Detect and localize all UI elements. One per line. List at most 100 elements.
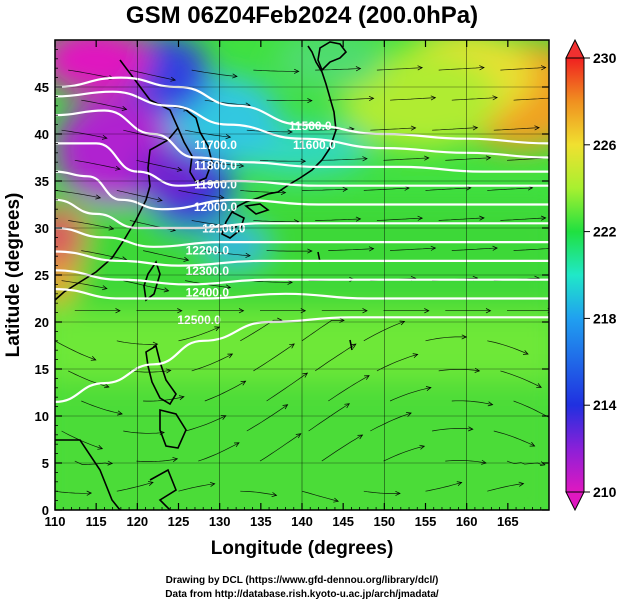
streamline: [240, 319, 282, 342]
wind-streamlines: [55, 65, 559, 503]
streamline: [383, 445, 425, 462]
contour-label: 12500.0: [177, 313, 221, 327]
streamline-arrow: [287, 279, 293, 285]
x-tick-label: 160: [456, 514, 478, 529]
streamline-arrow: [419, 444, 426, 450]
streamline-arrow: [518, 481, 525, 487]
streamline: [136, 159, 182, 171]
y-tick-label: 25: [35, 268, 49, 283]
contour-label: 12000.0: [194, 200, 238, 214]
coastlines: [55, 41, 353, 510]
streamline-arrow: [90, 355, 97, 361]
streamline: [81, 250, 127, 261]
x-tick-label: 110: [45, 514, 66, 529]
streamline: [451, 400, 493, 406]
streamline-arrow: [214, 326, 221, 332]
streamline: [451, 97, 498, 101]
contour-label: 12100.0: [202, 222, 246, 236]
streamline: [500, 217, 546, 221]
streamline: [383, 157, 429, 161]
x-tick-label: 150: [373, 514, 395, 529]
contour-labels: 11500.0 11600.0 11700.0 11800.0 11900.0 12000…: [177, 119, 336, 327]
streamline: [266, 372, 308, 402]
streamline-arrow: [121, 106, 128, 111]
streamline: [253, 69, 299, 72]
streamline: [363, 187, 410, 191]
streamline-arrow: [117, 410, 123, 416]
streamline: [425, 336, 467, 342]
x-axis-ticks: 110 115 120 125 130 135 140 145 150 155 160 165: [45, 40, 542, 529]
geopotential-contours: [55, 76, 549, 403]
streamline-arrow: [287, 129, 293, 135]
x-tick-label: 125: [168, 514, 190, 529]
streamline-arrow: [209, 481, 216, 487]
streamline: [315, 218, 361, 221]
x-tick-label: 155: [415, 514, 437, 529]
streamline-arrow: [233, 442, 240, 448]
streamline-arrow: [271, 492, 278, 498]
contour-line: [55, 142, 549, 187]
streamline: [259, 159, 306, 162]
streamline: [432, 428, 473, 432]
streamline: [321, 434, 363, 462]
streamline: [487, 483, 524, 492]
streamline-arrow: [536, 383, 542, 388]
x-tick-label: 165: [497, 514, 519, 529]
streamline-arrow: [487, 401, 494, 407]
streamline-arrow: [554, 246, 559, 250]
streamline: [198, 159, 244, 167]
streamline-arrow: [472, 125, 479, 131]
streamline: [204, 380, 246, 402]
streamline-arrow: [302, 372, 309, 378]
streamline-arrow: [355, 216, 362, 222]
streamline: [178, 326, 220, 342]
streamline-arrow: [103, 383, 110, 389]
contour-label: 11700.0: [194, 138, 237, 152]
streamline: [178, 190, 224, 199]
streamline: [438, 217, 485, 221]
y-tick-label: 10: [35, 409, 49, 424]
x-tick-label: 115: [86, 514, 107, 529]
streamline: [438, 67, 485, 71]
streamline-arrow: [492, 245, 498, 251]
streamline: [55, 340, 96, 361]
streamline-arrow: [344, 403, 350, 409]
streamline: [363, 490, 401, 494]
streamline: [191, 69, 238, 77]
streamline: [55, 190, 101, 199]
streamline-arrow: [97, 444, 104, 450]
credit-data-source: Data from http://database.rish.kyoto-u.a…: [165, 589, 439, 600]
streamline-arrow: [157, 197, 163, 203]
x-tick-label: 140: [291, 514, 313, 529]
streamline-arrow: [225, 134, 232, 140]
streamline: [81, 400, 123, 415]
streamline: [204, 250, 251, 257]
streamline: [259, 433, 302, 462]
streamline: [308, 403, 350, 432]
streamline-arrow: [412, 353, 419, 359]
streamline: [301, 320, 344, 342]
streamline: [487, 187, 533, 191]
streamline-arrow: [357, 434, 364, 440]
streamline-arrow: [425, 386, 432, 391]
streamline-arrow: [461, 334, 468, 340]
streamline-arrow: [485, 308, 492, 314]
streamline-arrow: [245, 252, 251, 258]
streamline: [500, 370, 542, 388]
streamline: [451, 247, 498, 251]
credit-drawing: Drawing by DCL (https://www.gfd-dennou.o…: [166, 575, 439, 586]
streamline: [123, 280, 169, 292]
grid-lines: [55, 40, 549, 510]
streamline-arrow: [115, 308, 121, 314]
streamline-arrow: [355, 66, 362, 72]
streamline: [266, 99, 312, 102]
y-tick-label: 40: [35, 127, 49, 142]
streamline-arrow: [240, 380, 247, 386]
plot-area: 11500.0 11600.0 11700.0 11800.0 11900.0 12000…: [55, 40, 559, 510]
streamline-arrow: [395, 490, 401, 496]
streamline: [240, 490, 277, 496]
streamline-arrow: [430, 245, 437, 251]
contour-label: 11800.0: [194, 159, 237, 173]
streamline: [328, 375, 370, 402]
contour-line: [55, 226, 549, 248]
